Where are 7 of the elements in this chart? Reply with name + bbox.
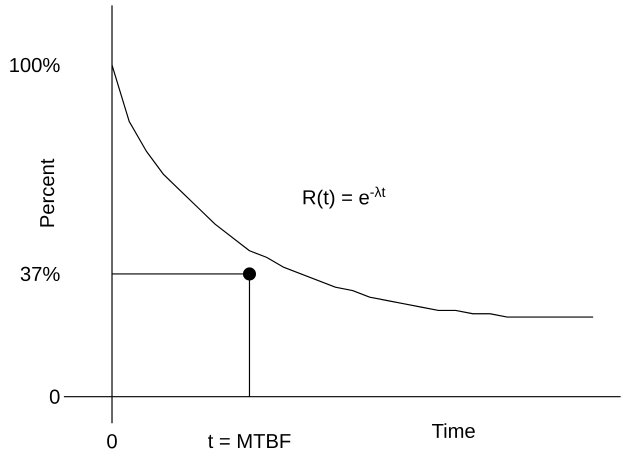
y-tick-label: 37% — [20, 266, 60, 282]
y-axis-title: Percent — [40, 158, 54, 226]
annotation: R(t) = e$^{-λt}$ — [304, 186, 386, 208]
x-axis-title: Time — [432, 423, 475, 438]
y-tick-label: 0 — [50, 389, 60, 404]
x-tick-label: t = MTBF — [208, 434, 290, 448]
y-tick-label: 100% — [10, 58, 60, 72]
